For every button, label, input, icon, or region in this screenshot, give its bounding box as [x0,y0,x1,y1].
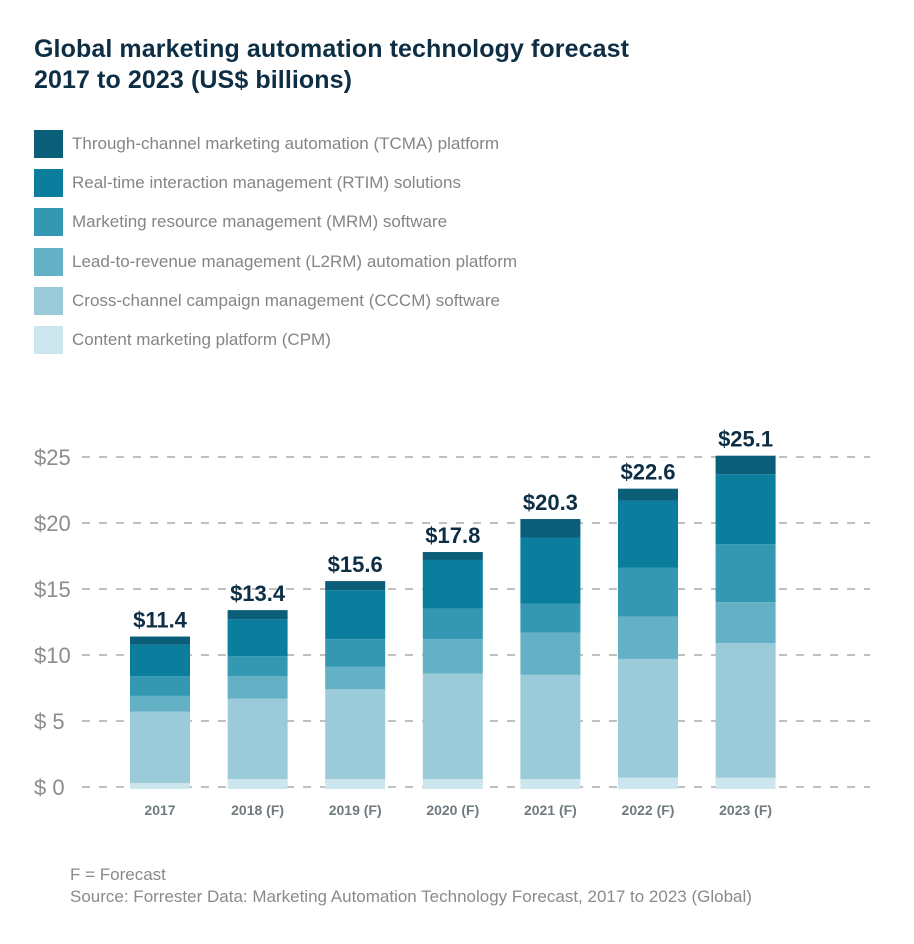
legend: Through-channel marketing automation (TC… [34,130,517,365]
source-note: Source: Forrester Data: Marketing Automa… [70,887,752,906]
bar-segment [618,777,678,789]
bar-segment [715,643,776,778]
bar-segment [715,474,776,545]
bar-segment [422,552,483,560]
chart-title: Global marketing automation technology f… [34,34,629,96]
y-tick-label: $15 [34,577,71,602]
legend-swatch [34,325,63,354]
bar-segment [325,639,386,667]
legend-label: Real-time interaction management (RTIM) … [72,173,461,193]
legend-item-cccm: Cross-channel campaign management (CCCM)… [34,286,517,315]
legend-swatch [34,130,63,158]
chart-title-line-2: 2017 to 2023 (US$ billions) [34,66,353,94]
bar-stack [325,581,386,789]
bar-segment [227,676,288,699]
bar-segment [130,695,190,712]
legend-label: Lead-to-revenue management (L2RM) automa… [72,251,518,271]
bar-segment [715,455,776,475]
x-tick-label: 2021 (F) [524,802,577,818]
bar-segment [325,581,386,591]
bar-total-label: $20.3 [523,490,578,515]
x-tick-label: 2019 (F) [329,802,382,818]
bar-segment [130,636,190,645]
bar-segment [618,616,678,659]
x-tick-label: 2020 (F) [426,802,479,818]
bar-segment [227,656,288,677]
bar-segment [325,666,386,690]
x-tick-label: 2022 (F) [622,802,675,818]
x-tick-label: 2017 [144,802,175,818]
legend-label: Content marketing platform (CPM) [72,329,331,349]
y-axis-ticks: $ 0 $ 5 $10 $15 $20 $25 [34,445,71,800]
x-tick-label: 2023 (F) [719,802,772,818]
bar-segment [618,567,678,617]
forecast-note: F = Forecast [70,865,166,884]
bar-segment [325,779,386,789]
bar-segment [130,783,190,789]
y-tick-label: $10 [34,643,71,668]
bar-segment [618,488,678,501]
bar-segment [422,673,483,780]
legend-swatch [34,286,63,315]
bar-segment [130,711,190,784]
bar-segment [520,632,581,675]
bar-segment [227,698,288,780]
bar-segment [520,779,581,789]
bar-segment [422,779,483,789]
bar-segment [520,603,581,633]
bar-stack [715,455,776,789]
bar-total-label: $13.4 [230,581,286,606]
legend-item-mrm: Marketing resource management (MRM) soft… [34,208,517,237]
legend-label: Through-channel marketing automation (TC… [72,134,500,153]
bar-segment [325,689,386,780]
bar-segment [227,779,288,789]
bar-segment [715,777,776,789]
bar-total-label: $25.1 [718,427,773,452]
legend-swatch [34,247,63,276]
legend-item-rtim: Real-time interaction management (RTIM) … [34,169,517,198]
bar-segment [618,658,678,778]
bar-segment [422,559,483,609]
bar-segment [520,674,581,780]
bar-segment [422,608,483,640]
bar-segment [227,610,288,620]
bar-segment [715,602,776,644]
bar-total-label: $15.6 [328,552,383,577]
legend-label: Cross-channel campaign management (CCCM)… [72,290,500,310]
bar-stack [130,636,190,789]
legend-item-l2rm: Lead-to-revenue management (L2RM) automa… [34,247,518,276]
footer: F = Forecast Source: Forrester Data: Mar… [70,864,752,908]
bar-total-label: $17.8 [425,523,480,548]
bar-stack [422,552,483,789]
bar-total-label: $22.6 [620,460,675,485]
bars [130,455,776,789]
legend-swatch [34,208,63,237]
y-tick-label: $ 0 [34,775,65,800]
bar-total-label: $11.4 [133,608,188,633]
chart-title-line-1: Global marketing automation technology f… [34,35,630,63]
bar-stack [227,610,288,789]
legend-item-cpm: Content marketing platform (CPM) [34,325,517,354]
value-labels: $11.4 $13.4 $15.6 $17.8 $20.3 $22.6 $25.1 [133,427,773,633]
bar-segment [130,676,190,696]
x-tick-label: 2018 (F) [231,802,284,818]
bar-segment [227,619,288,657]
bar-segment [422,639,483,674]
bar-segment [715,544,776,603]
legend-item-tcma: Through-channel marketing automation (TC… [34,130,517,158]
bar-segment [325,590,386,640]
bar-stack [618,488,678,789]
bar-segment [520,537,581,604]
x-axis-labels: 2017 2018 (F) 2019 (F) 2020 (F) 2021 (F) 2022… [144,802,772,818]
y-tick-label: $25 [34,445,71,470]
legend-swatch [34,169,63,198]
legend-label: Marketing resource management (MRM) soft… [72,212,448,232]
y-tick-label: $20 [34,511,71,536]
bar-segment [520,519,581,538]
y-tick-label: $ 5 [34,709,65,734]
bar-stack [520,519,581,789]
bar-segment [618,500,678,568]
bar-segment [130,644,190,677]
